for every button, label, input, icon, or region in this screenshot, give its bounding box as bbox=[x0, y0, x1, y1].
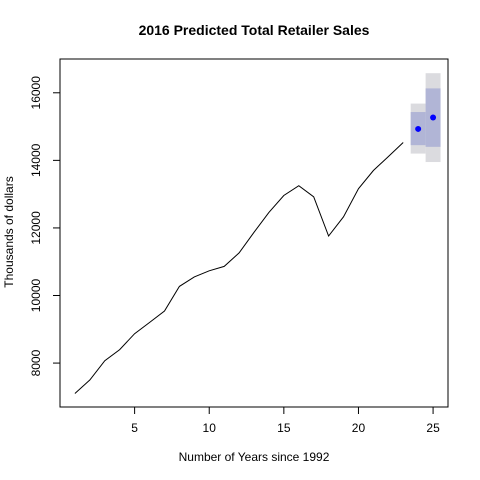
chart-title: 2016 Predicted Total Retailer Sales bbox=[139, 22, 370, 38]
plot-frame bbox=[59, 58, 449, 408]
x-axis-label: Number of Years since 1992 bbox=[179, 450, 330, 464]
forecast-point-2 bbox=[430, 114, 437, 121]
x-tick-label-10: 10 bbox=[203, 421, 217, 435]
y-axis-label: Thousands of dollars bbox=[2, 176, 16, 287]
y-axis: 8000 10000 12000 14000 16000 bbox=[29, 76, 61, 376]
x-axis: 5 10 15 20 25 bbox=[131, 406, 440, 435]
forecast-bands bbox=[410, 73, 441, 163]
y-tick-label-8000: 8000 bbox=[29, 349, 43, 376]
y-tick-label-12000: 12000 bbox=[29, 211, 43, 245]
x-tick-label-25: 25 bbox=[426, 421, 440, 435]
forecast-point-1 bbox=[415, 125, 422, 132]
y-tick-label-10000: 10000 bbox=[29, 278, 43, 312]
series-line-1 bbox=[74, 142, 404, 394]
y-tick-label-14000: 14000 bbox=[29, 143, 43, 177]
x-tick-label-15: 15 bbox=[277, 421, 291, 435]
x-tick-label-5: 5 bbox=[131, 421, 138, 435]
plot-area bbox=[74, 142, 404, 394]
y-tick-label-16000: 16000 bbox=[29, 76, 43, 110]
x-tick-label-20: 20 bbox=[352, 421, 366, 435]
